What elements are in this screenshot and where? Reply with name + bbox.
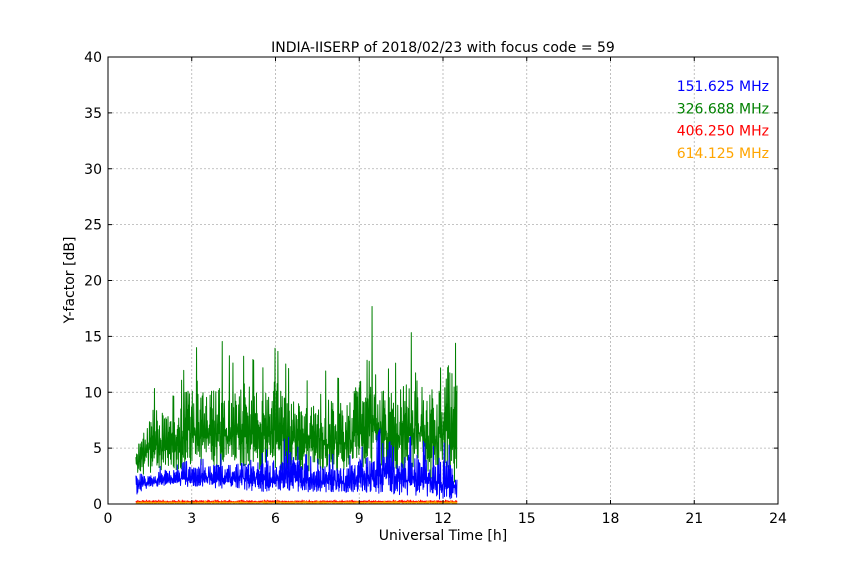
legend-entry: 151.625 MHz [677, 79, 769, 95]
x-tick-label: 6 [271, 511, 280, 527]
x-axis-label: Universal Time [h] [379, 528, 507, 544]
legend-entry: 614.125 MHz [677, 146, 769, 162]
x-tick-label: 9 [355, 511, 364, 527]
y-tick-label: 20 [84, 274, 102, 290]
chart-title: INDIA-IISERP of 2018/02/23 with focus co… [271, 40, 615, 56]
legend-entry: 406.250 MHz [677, 124, 769, 140]
x-tick-label: 12 [434, 511, 452, 527]
ticks: 0 3 6 9 12 15 18 21 24 0 5 10 15 20 25 30 35 40 [84, 50, 787, 527]
x-tick-label: 21 [685, 511, 703, 527]
x-tick-label: 15 [518, 511, 536, 527]
series-line [135, 428, 458, 500]
x-tick-label: 3 [187, 511, 196, 527]
y-tick-label: 5 [93, 441, 102, 457]
y-tick-label: 25 [84, 218, 102, 234]
x-tick-label: 18 [602, 511, 620, 527]
y-tick-label: 15 [84, 329, 102, 345]
series-line [135, 499, 458, 503]
y-tick-label: 0 [93, 497, 102, 513]
y-tick-label: 35 [84, 106, 102, 122]
series-layer [135, 306, 458, 504]
legend-entry: 326.688 MHz [677, 101, 769, 117]
series-line [135, 500, 458, 504]
x-tick-label: 24 [769, 511, 787, 527]
y-tick-label: 30 [84, 162, 102, 178]
y-tick-label: 10 [84, 385, 102, 401]
x-tick-label: 0 [104, 511, 113, 527]
y-tick-label: 40 [84, 50, 102, 66]
series-line [135, 306, 458, 486]
legend: 151.625 MHz 326.688 MHz 406.250 MHz 614.125… [677, 79, 769, 162]
y-axis-label: Y-factor [dB] [62, 237, 78, 325]
